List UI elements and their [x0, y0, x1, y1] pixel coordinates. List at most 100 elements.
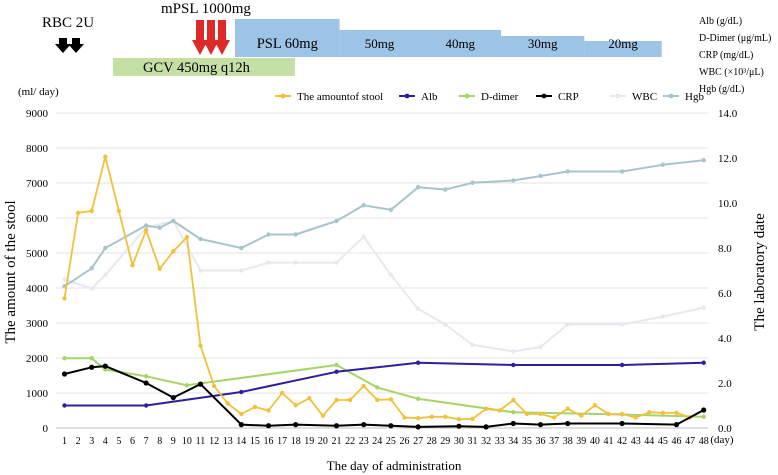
data-point: [62, 356, 67, 361]
x-tick-label: 43: [631, 436, 641, 447]
data-point: [89, 208, 94, 214]
x-tick-label: 9: [171, 436, 176, 447]
psl-step-bar: [584, 41, 662, 57]
data-point: [415, 360, 421, 365]
data-point: [402, 415, 407, 420]
legend-swatch-dot: [280, 93, 286, 99]
data-point: [307, 396, 312, 401]
data-point: [266, 260, 271, 265]
x-tick-label: 30: [454, 436, 464, 447]
data-point: [62, 277, 67, 282]
data-point: [660, 314, 666, 319]
data-point: [333, 423, 340, 429]
left-tick-label: 2000: [26, 353, 49, 365]
data-point: [701, 407, 707, 413]
legend-label: Alb: [421, 91, 438, 103]
data-point: [89, 356, 94, 361]
treatment-timeline: RBC 2U mPSL 1000mg PSL 60mg 50mg 40mg 30mg 2…: [42, 1, 662, 76]
data-point: [171, 249, 176, 254]
data-point: [456, 417, 462, 422]
data-point: [266, 408, 271, 413]
x-tick-label: 5: [116, 436, 121, 447]
data-point: [660, 162, 666, 167]
psl-step-label: 40mg: [445, 36, 475, 51]
left-tick-label: 0: [43, 423, 49, 435]
data-point: [239, 411, 244, 417]
data-point: [388, 423, 394, 429]
data-point: [565, 406, 570, 411]
data-point: [116, 208, 122, 214]
data-point: [75, 210, 81, 215]
legend-swatch-dot: [615, 93, 621, 99]
data-point: [701, 360, 706, 365]
data-point: [660, 410, 666, 416]
x-tick-label: 3: [89, 436, 94, 447]
x-tick-label: 32: [481, 436, 491, 447]
series-line: [64, 365, 705, 428]
data-point: [198, 268, 203, 273]
x-tick-label: 11: [196, 436, 206, 447]
legend-label: WBC: [632, 91, 657, 103]
x-tick-label: 12: [209, 436, 219, 447]
mpsl-arrow-1: [192, 20, 208, 55]
data-point: [579, 413, 584, 418]
x-tick-label: 42: [617, 436, 627, 447]
data-point: [293, 422, 299, 428]
data-point: [415, 416, 421, 421]
data-point: [497, 408, 502, 413]
data-point: [171, 218, 176, 224]
data-point: [293, 232, 298, 237]
data-point: [361, 234, 366, 239]
data-point: [252, 404, 258, 410]
data-point: [388, 272, 394, 278]
x-tick-label: 40: [590, 436, 600, 447]
x-tick-label: 20: [318, 436, 328, 447]
data-point: [157, 266, 162, 271]
x-tick-label: 7: [144, 436, 149, 447]
mpsl-label: mPSL 1000mg: [161, 1, 251, 17]
x-tick-label: 6: [130, 436, 135, 447]
legend-swatch-dot: [464, 93, 470, 99]
units-wbc: WBC (×10³/μL): [699, 67, 764, 78]
units-hgb: Hgb (g/dL): [699, 84, 744, 95]
data-point: [184, 235, 190, 240]
data-point: [606, 411, 611, 417]
series-line: [63, 159, 704, 288]
data-point: [279, 390, 285, 396]
left-tick-label: 4000: [26, 283, 49, 295]
series-line: [64, 220, 704, 353]
x-unit-label: (day): [710, 434, 734, 446]
data-point: [511, 178, 516, 183]
psl-step-label: 50mg: [365, 36, 395, 51]
data-point: [238, 422, 244, 428]
data-point: [293, 403, 298, 408]
data-point: [184, 383, 190, 388]
right-tick-label: 14.0: [718, 108, 738, 120]
psl-step-label: 30mg: [528, 36, 558, 51]
data-point: [592, 403, 598, 408]
mpsl-arrows: [192, 20, 230, 55]
x-tick-label: 10: [182, 436, 192, 447]
x-tick-label: 47: [685, 436, 695, 447]
data-point: [103, 245, 108, 251]
data-point: [524, 411, 530, 417]
data-point: [361, 203, 366, 208]
data-point: [211, 383, 217, 389]
data-point: [143, 223, 149, 228]
data-point: [266, 232, 271, 237]
data-point: [198, 236, 203, 242]
psl-step-bar: [235, 19, 340, 57]
data-point: [375, 385, 380, 390]
units-legend: Alb (g/dL) D-Dimer (μg/mL) CRP (mg/dL) W…: [699, 16, 771, 95]
data-point: [61, 371, 68, 377]
series-group: [61, 154, 707, 430]
series-line: [64, 361, 704, 407]
data-point: [103, 154, 108, 159]
x-tick-label: 31: [468, 436, 478, 447]
data-point: [388, 397, 394, 402]
x-tick-label: 21: [332, 436, 342, 447]
mpsl-arrow-3: [214, 20, 230, 55]
data-point: [170, 395, 176, 401]
x-tick-label: 39: [576, 436, 586, 447]
data-point: [334, 362, 339, 368]
